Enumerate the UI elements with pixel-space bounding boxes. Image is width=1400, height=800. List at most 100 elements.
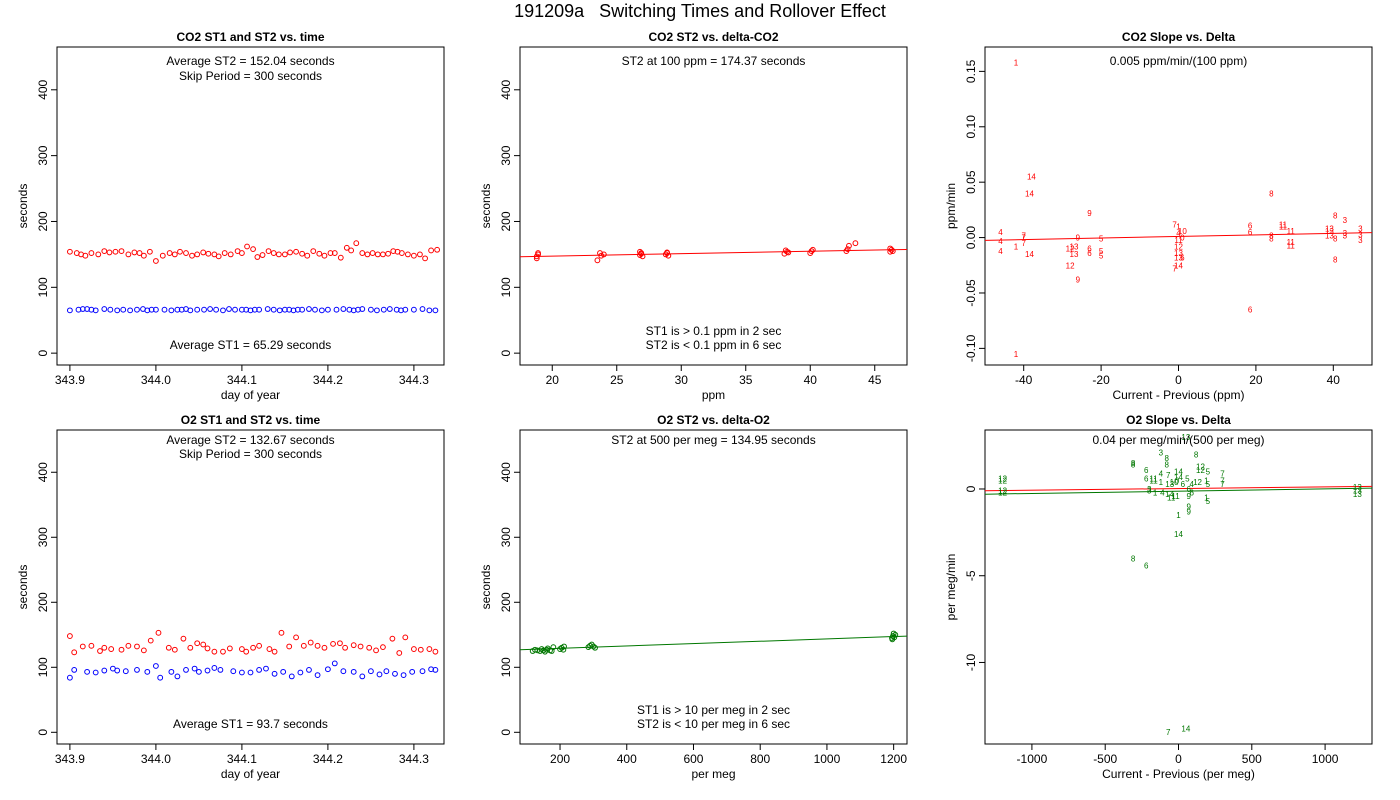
data-point xyxy=(239,646,245,652)
data-point-label: 14 xyxy=(1174,261,1183,270)
data-point-label: 6 xyxy=(1144,466,1149,475)
data-point xyxy=(333,306,340,313)
data-point xyxy=(200,249,207,256)
data-point xyxy=(809,246,816,253)
data-point xyxy=(300,642,307,649)
annotation: 0.005 ppm/min/(100 ppm) xyxy=(1110,54,1247,68)
y-tick-label: 300 xyxy=(36,527,50,547)
x-tick-label: 344.2 xyxy=(313,373,343,387)
data-point-label: 9 xyxy=(1076,276,1081,285)
data-point xyxy=(196,668,202,675)
annotation: Average ST1 = 65.29 seconds xyxy=(170,338,332,352)
data-point xyxy=(280,668,287,675)
data-point-label: 12 xyxy=(1196,462,1205,471)
data-point xyxy=(207,306,213,312)
y-axis-label: ppm/min xyxy=(944,183,958,229)
data-point xyxy=(385,250,392,257)
data-point xyxy=(369,250,376,256)
data-point xyxy=(159,252,166,259)
y-tick-label: 200 xyxy=(36,211,50,231)
data-point xyxy=(359,250,366,256)
data-point xyxy=(92,669,99,676)
data-point-label: 6 xyxy=(1248,306,1253,315)
data-point-label: 13 xyxy=(1353,483,1362,492)
x-axis-label: day of year xyxy=(221,388,280,402)
data-point-label: 7 xyxy=(1021,239,1026,248)
data-point xyxy=(189,252,195,259)
annotation: Average ST2 = 132.67 seconds xyxy=(166,433,334,447)
data-point-label: 8 xyxy=(1165,454,1170,463)
x-tick-label: 40 xyxy=(1327,373,1341,387)
data-point xyxy=(239,669,245,676)
data-point xyxy=(230,668,237,675)
data-point-label: 3 xyxy=(1343,229,1348,238)
data-point xyxy=(892,631,899,638)
data-point xyxy=(79,306,86,312)
x-tick-label: 344.3 xyxy=(399,752,429,766)
data-point xyxy=(594,257,601,264)
data-point xyxy=(392,670,398,677)
data-point xyxy=(271,670,278,677)
data-point xyxy=(134,306,140,313)
data-point-label: 3 xyxy=(1147,487,1152,496)
x-tick-label: 344.3 xyxy=(399,373,429,387)
chart-title: O2 Slope vs. Delta xyxy=(1126,413,1231,427)
y-tick-label: 400 xyxy=(499,462,513,482)
data-point-label: 9 xyxy=(1187,492,1192,501)
data-point-label: 13 xyxy=(1070,242,1079,251)
x-tick-label: 344.0 xyxy=(141,373,171,387)
data-point xyxy=(270,250,277,256)
x-tick-label: -40 xyxy=(1015,373,1033,387)
data-point-label: 13 xyxy=(1174,249,1183,258)
data-point xyxy=(550,644,557,651)
data-point xyxy=(422,255,428,262)
data-point-label: 11 xyxy=(1167,494,1176,503)
data-point xyxy=(114,307,121,314)
data-point xyxy=(353,240,360,247)
data-point xyxy=(342,644,349,651)
data-point xyxy=(118,248,125,254)
data-point xyxy=(402,306,409,313)
data-point-label: 8 xyxy=(1131,461,1136,470)
data-point xyxy=(114,667,121,674)
y-tick-label: 100 xyxy=(36,277,50,297)
data-point xyxy=(107,306,114,313)
data-point-label: 7 xyxy=(1172,220,1177,229)
data-point xyxy=(664,250,670,256)
data-point xyxy=(808,248,815,254)
data-point-label: 7 xyxy=(1220,480,1225,489)
data-point xyxy=(373,647,379,654)
data-point xyxy=(299,306,306,313)
chart-title: CO2 ST2 vs. delta-CO2 xyxy=(648,30,778,44)
data-point xyxy=(411,306,417,313)
data-point-label: 9 xyxy=(1187,508,1192,517)
data-point-label: 6 xyxy=(1087,245,1092,254)
data-point xyxy=(153,663,159,669)
data-point xyxy=(533,255,540,262)
data-point xyxy=(426,307,433,314)
data-point-label: 4 xyxy=(998,228,1003,237)
data-point xyxy=(396,650,403,656)
data-point xyxy=(247,669,254,676)
data-point xyxy=(205,250,212,257)
data-point xyxy=(187,644,194,651)
data-point xyxy=(125,642,132,649)
data-point-label: 13 xyxy=(1165,480,1174,489)
plot-area xyxy=(67,629,439,681)
data-point xyxy=(419,306,426,312)
data-point-label: 6 xyxy=(1144,561,1149,570)
data-point-label: 7 xyxy=(1166,471,1171,480)
data-point-label: 5 xyxy=(1099,251,1104,260)
data-point-label: 11 xyxy=(1287,241,1296,250)
data-point xyxy=(264,306,271,312)
data-point-label: 8 xyxy=(1165,461,1170,470)
data-point-label: 8 xyxy=(1333,211,1338,220)
data-point xyxy=(293,634,299,641)
data-point xyxy=(84,668,90,675)
data-point xyxy=(374,251,381,258)
plot-area xyxy=(520,240,907,264)
data-point xyxy=(239,250,245,256)
panel-o2-time: O2 ST1 and ST2 vs. time 343.9 344.0 344.1 34… xyxy=(16,413,445,781)
annotation: 0.04 per meg/min/(500 per meg) xyxy=(1092,433,1264,447)
data-point-label: 8 xyxy=(1131,459,1136,468)
